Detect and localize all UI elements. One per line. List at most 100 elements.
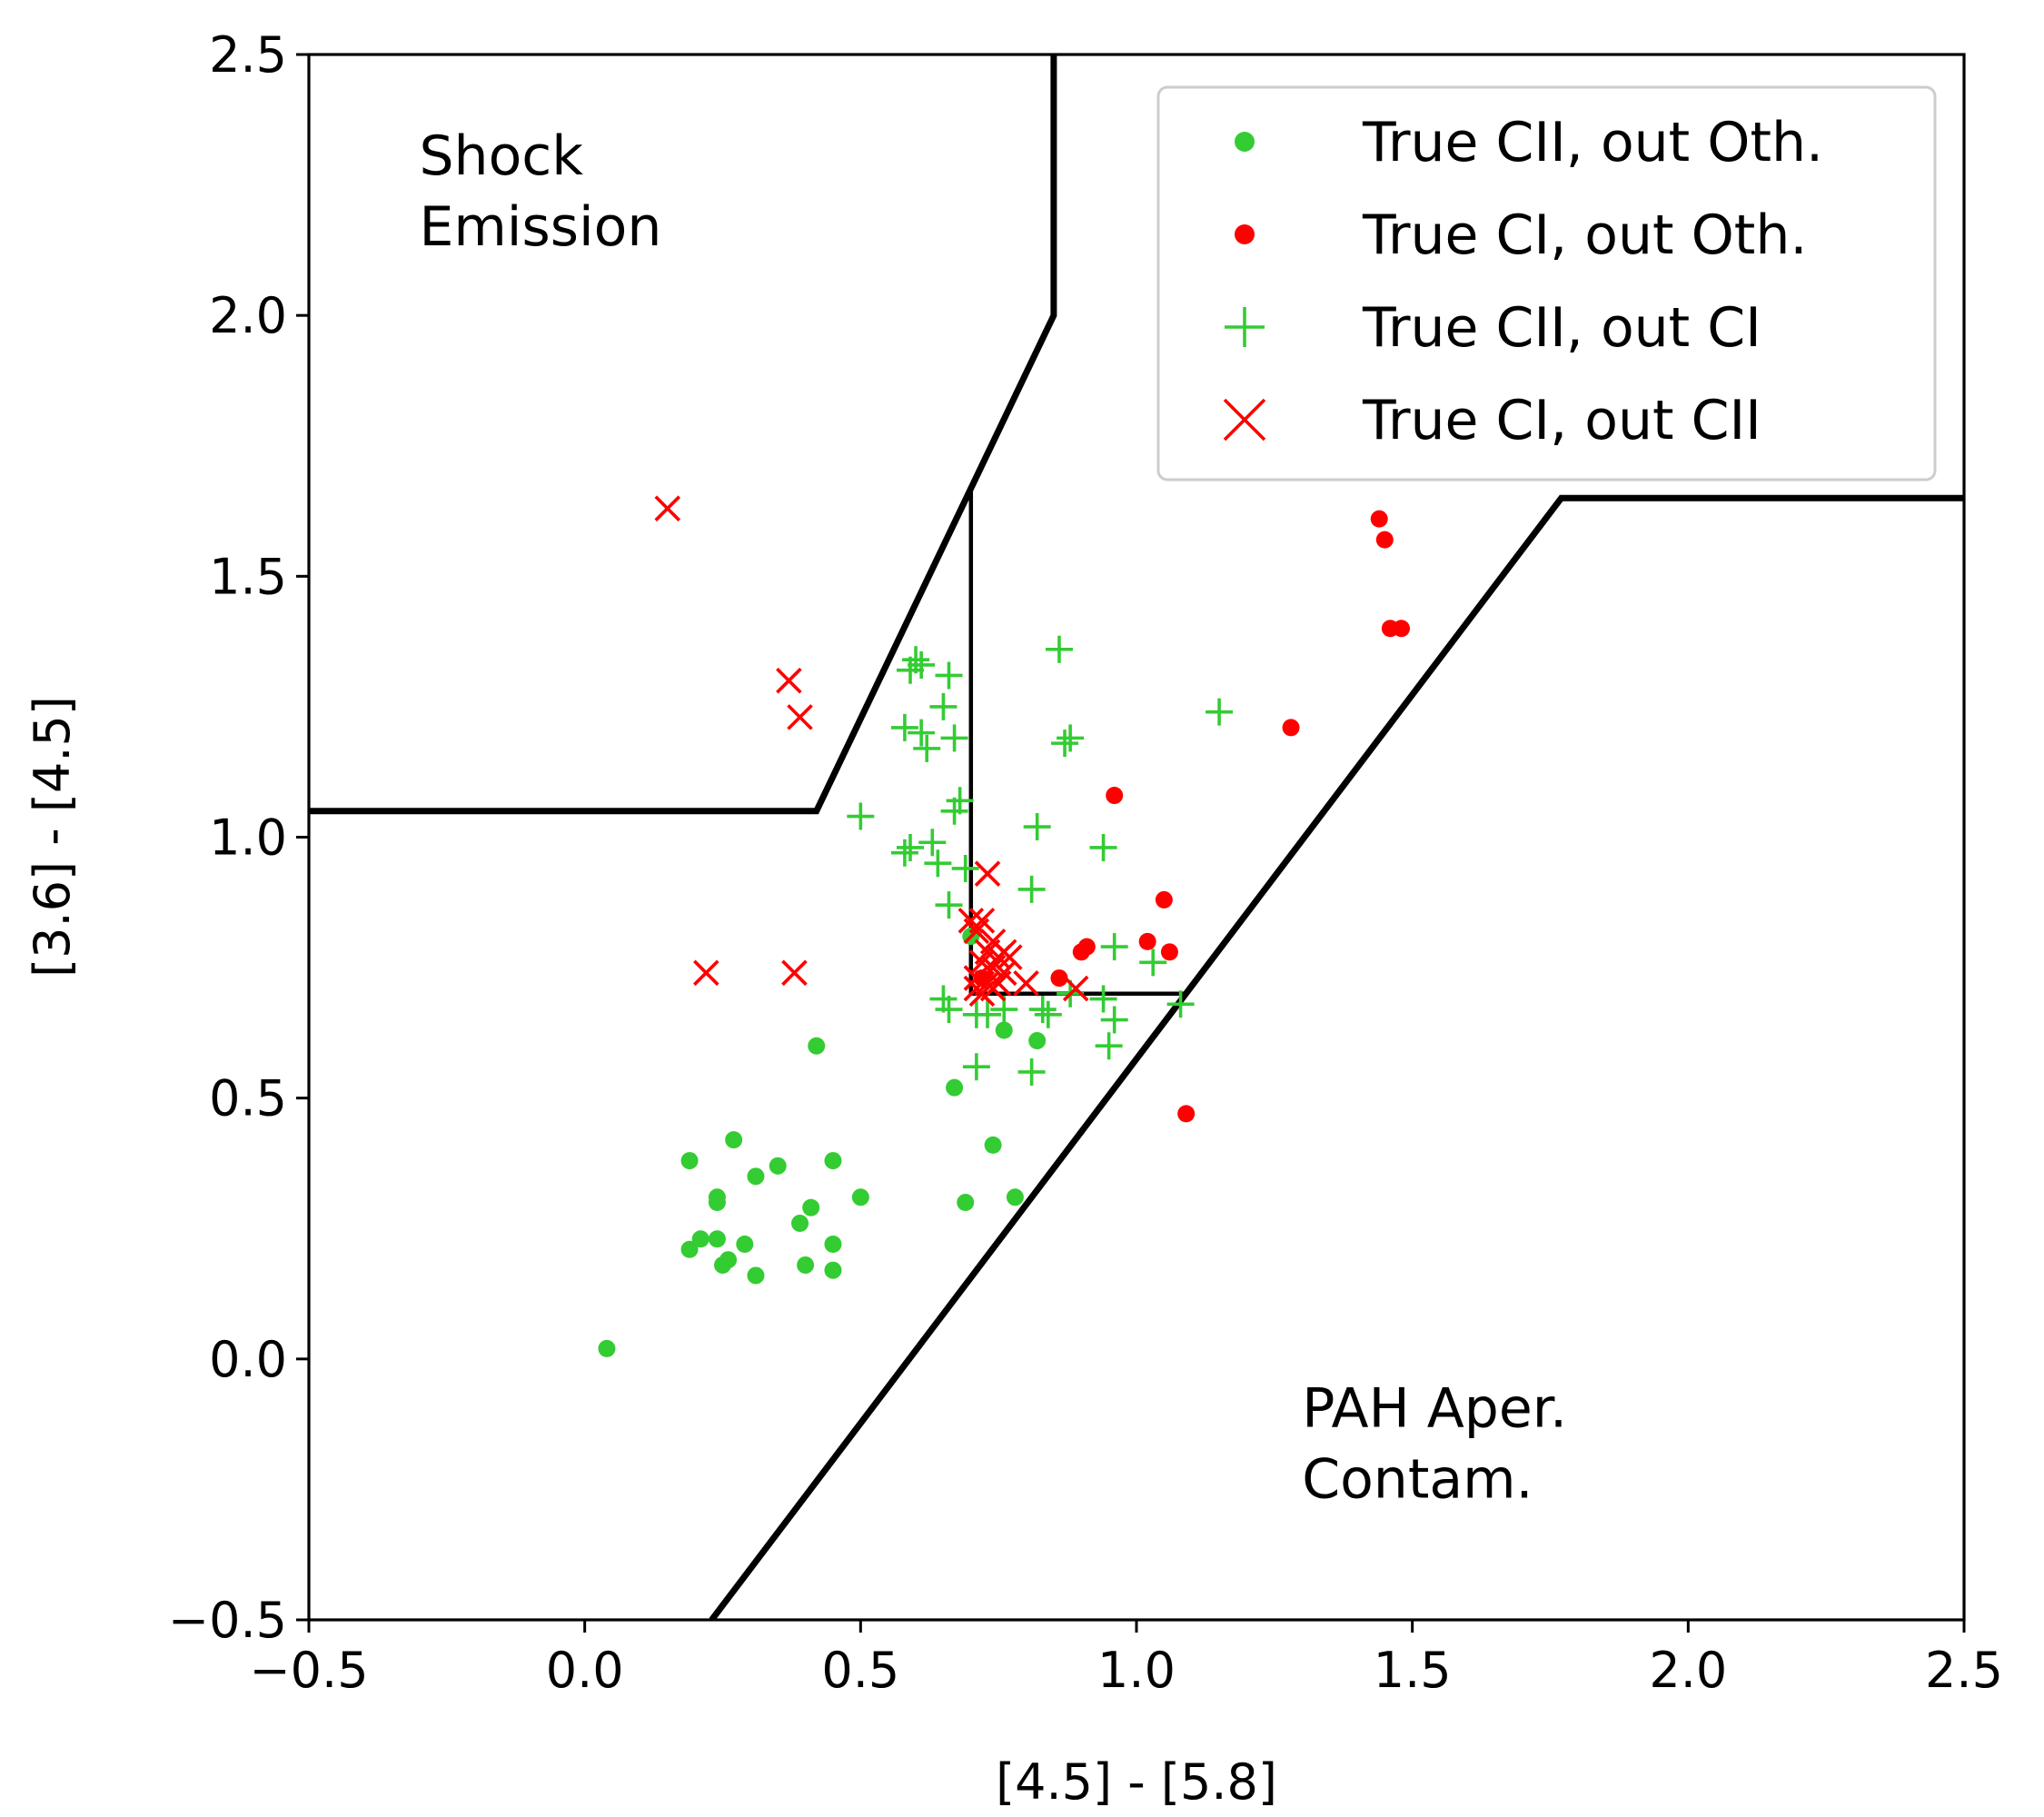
data-point [957, 1194, 975, 1212]
legend-label: True CI, out Oth. [1362, 204, 1807, 267]
data-point [1393, 620, 1411, 638]
data-point [1006, 1188, 1024, 1206]
data-point [1160, 943, 1178, 961]
data-point [851, 1188, 869, 1206]
data-point [940, 724, 968, 752]
data-point [598, 1339, 616, 1357]
data-point [946, 1078, 964, 1097]
annotation-0-line-0: Shock [419, 124, 583, 188]
data-point [1034, 1000, 1062, 1028]
legend-label: True CII, out CI [1362, 296, 1761, 360]
data-point [1062, 975, 1089, 1002]
data-point [896, 656, 924, 684]
data-point [1089, 833, 1117, 861]
data-point [769, 1157, 787, 1175]
data-point [1072, 943, 1090, 961]
legend: True CII, out Oth. True CI, out Oth. True … [1156, 85, 1937, 482]
data-point [719, 1251, 738, 1269]
data-point [1017, 875, 1046, 903]
data-point [995, 1021, 1013, 1039]
data-point [913, 734, 941, 762]
data-point [929, 692, 958, 720]
data-point [974, 1000, 1002, 1028]
plot-area [309, 55, 1964, 1620]
series-3 [654, 495, 1089, 1008]
data-point [1206, 698, 1234, 726]
data-point [924, 849, 952, 878]
y-axis-title: [3.6] - [4.5] [24, 696, 81, 978]
data-point [1155, 890, 1173, 908]
data-point [940, 797, 968, 825]
legend-label: True CI, out CII [1362, 389, 1761, 452]
series-0 [598, 928, 1047, 1357]
data-point [680, 1240, 699, 1258]
data-point [1017, 1057, 1046, 1086]
shock-boundary [309, 55, 1057, 815]
legend-marker [1225, 307, 1265, 347]
data-point [1057, 724, 1085, 752]
data-point [1106, 787, 1124, 805]
data-point [935, 661, 963, 690]
x-axis: −0.5 0.0 0.5 1.0 1.5 2.0 2.5 [249, 1620, 2003, 1699]
data-point [918, 829, 947, 857]
y-tick-label: 1.5 [209, 548, 287, 605]
x-tick-label: 1.0 [1097, 1642, 1176, 1699]
data-point [1023, 813, 1051, 841]
legend-marker [1235, 224, 1255, 244]
data-point [935, 891, 963, 919]
y-tick-label: 0.5 [209, 1070, 287, 1127]
x-tick-label: 2.0 [1649, 1642, 1727, 1699]
data-point [890, 713, 918, 741]
data-point [951, 854, 979, 882]
data-point [1370, 510, 1388, 528]
data-point [1028, 1031, 1047, 1049]
x-tick-label: −0.5 [249, 1642, 368, 1699]
data-point [1028, 996, 1057, 1024]
data-point [725, 1131, 743, 1149]
y-tick-label: 2.0 [209, 287, 287, 344]
legend-box [1156, 85, 1937, 482]
annotations: Shock Emission PAH Aper. Contam. [419, 124, 1567, 1511]
data-point [1177, 1105, 1196, 1123]
data-point [984, 1136, 1002, 1154]
y-axis: −0.5 0.0 0.5 1.0 1.5 2.0 2.5 [168, 26, 309, 1649]
data-point [824, 1235, 842, 1253]
data-point [736, 1235, 754, 1253]
data-point [1166, 990, 1195, 1018]
data-point [708, 1194, 726, 1212]
data-point [968, 980, 996, 1008]
data-point [824, 1261, 842, 1279]
x-tick-label: 0.0 [546, 1642, 624, 1699]
data-point [908, 719, 936, 747]
data-point [1139, 948, 1167, 977]
y-tick-label: 1.0 [209, 809, 287, 867]
x-tick-label: 1.5 [1374, 1642, 1452, 1699]
data-point [708, 1230, 726, 1248]
legend-label: True CII, out Oth. [1362, 111, 1823, 174]
data-point [974, 860, 1001, 887]
data-point [1095, 1032, 1123, 1060]
y-tick-label: 0.0 [209, 1331, 287, 1388]
data-point [1051, 730, 1079, 758]
data-point [1100, 1006, 1128, 1034]
data-point [1089, 985, 1117, 1013]
data-point [776, 667, 802, 694]
data-point [908, 650, 936, 679]
data-point [691, 1230, 709, 1248]
data-point [781, 959, 808, 987]
data-point [802, 1198, 820, 1216]
data-point [747, 1167, 765, 1186]
pah-boundary [709, 494, 1964, 1620]
data-point [693, 959, 719, 987]
data-point [1138, 932, 1156, 950]
annotation-1-line-0: PAH Aper. [1302, 1376, 1567, 1440]
data-point [1013, 970, 1039, 997]
data-point [1050, 969, 1068, 988]
data-point [1100, 933, 1128, 961]
data-point [787, 704, 813, 730]
data-point [791, 1215, 809, 1233]
annotation-1-line-1: Contam. [1302, 1447, 1533, 1511]
data-point [797, 1256, 815, 1274]
data-point [962, 1053, 990, 1081]
